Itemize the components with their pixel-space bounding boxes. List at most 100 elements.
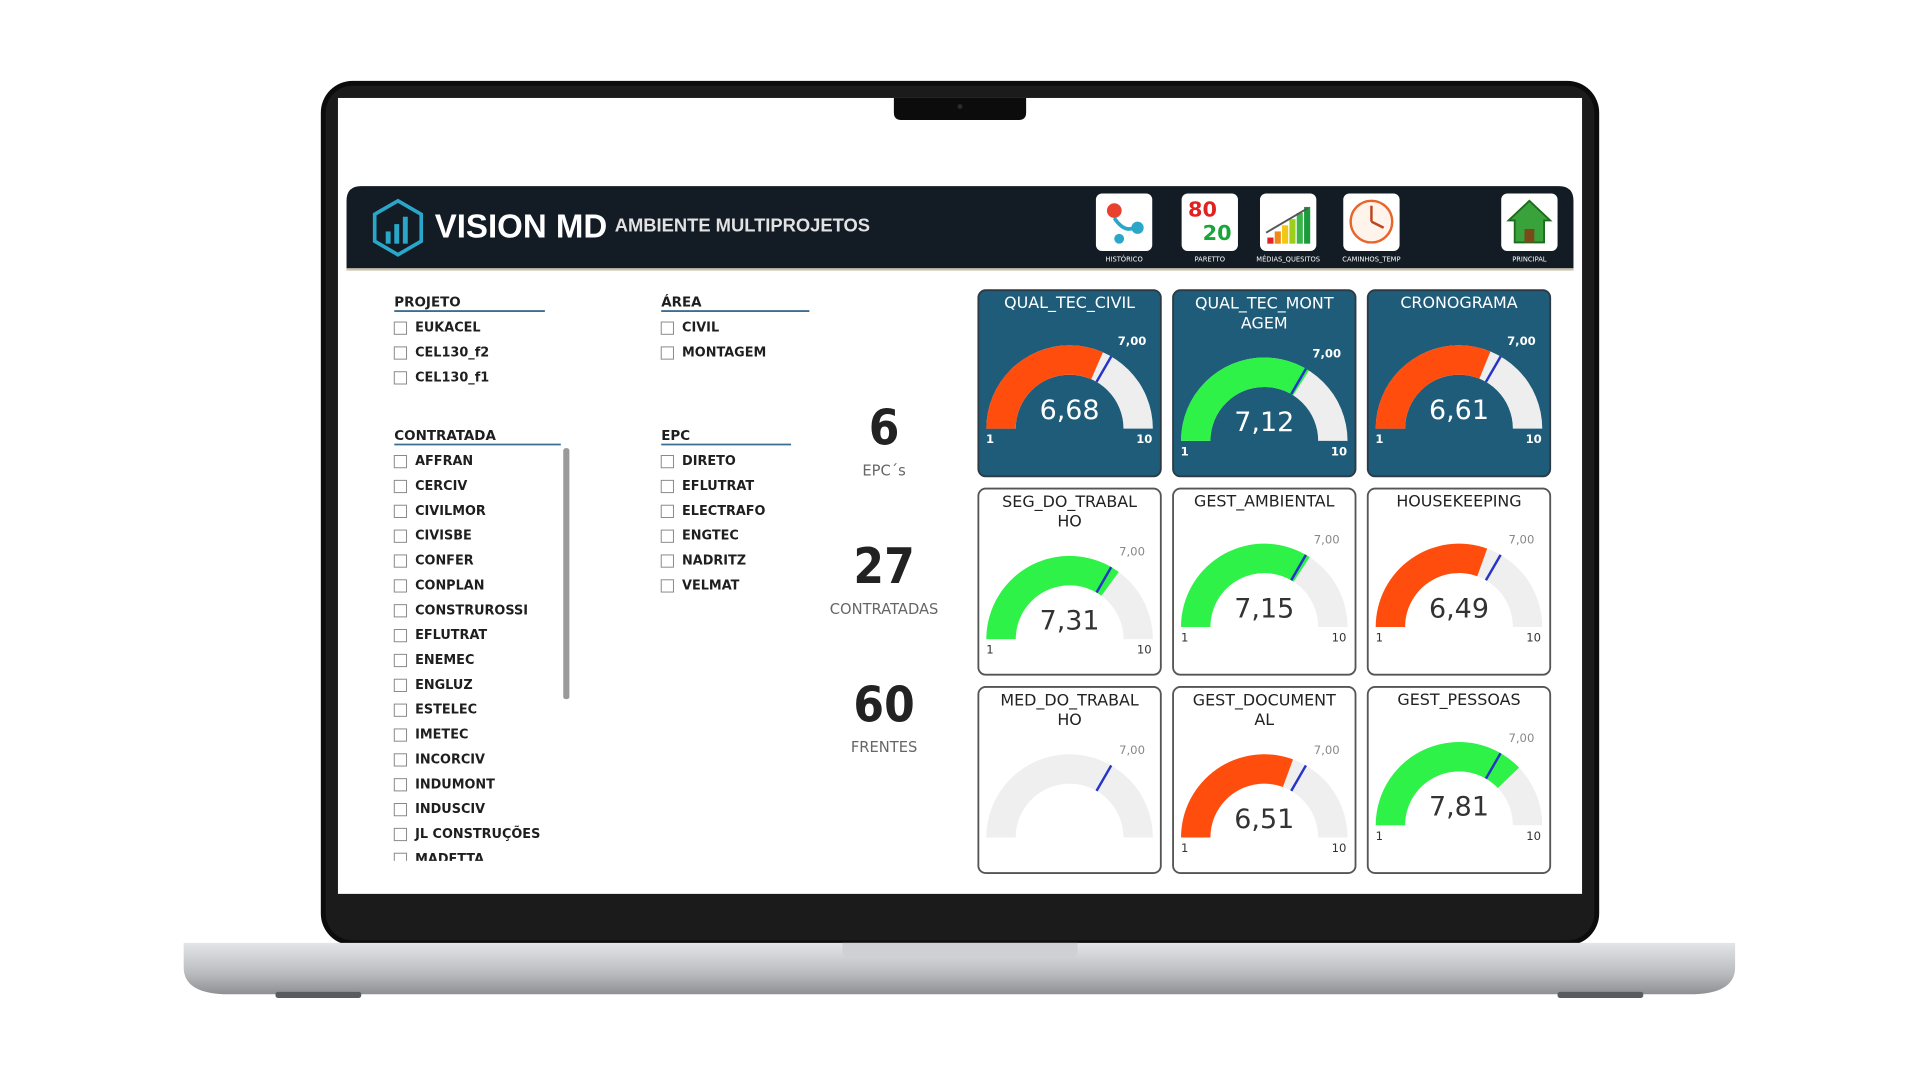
filter-option-label: AFFRAN [415, 454, 473, 469]
filter-option[interactable]: CEL130_f2 [393, 346, 489, 361]
filter-option[interactable]: CIVIL [660, 321, 719, 336]
filter-option[interactable]: CONPLAN [393, 578, 484, 593]
filter-option[interactable]: ENEMEC [393, 653, 474, 668]
filter-option[interactable]: CIVILMOR [393, 504, 486, 519]
filter-option-label: CONSTRUROSSI [415, 603, 528, 618]
filter-option[interactable]: EFLUTRAT [660, 479, 754, 494]
gauge-card: GEST_PESSOAS 7,81 1 10 7,00 [1366, 686, 1552, 874]
filter-option-label: CIVISBE [415, 529, 472, 544]
icon-shape [1267, 237, 1274, 244]
checkbox [393, 479, 408, 494]
nav-button[interactable] [1343, 193, 1400, 252]
checkbox [393, 346, 408, 360]
gauge-card: HOUSEKEEPING 6,49 1 10 7,00 [1366, 487, 1552, 676]
filter-option-label: ESTELEC [415, 703, 477, 718]
gauge-min: 1 [986, 643, 993, 657]
filter-option[interactable]: ESTELEC [393, 703, 477, 718]
nav-icon-bg [1095, 193, 1153, 252]
filter-option[interactable]: CERCIV [393, 479, 467, 494]
filter-option[interactable]: AFFRAN [393, 454, 473, 469]
gauge-fill [986, 555, 1119, 640]
filter-option[interactable]: DIRETO [660, 454, 736, 469]
filter-option-label: CEL130_f2 [415, 346, 489, 361]
filter-option[interactable]: NADRITZ [660, 554, 746, 569]
kpi-value: 60 [853, 676, 914, 733]
gauge-title: QUAL_TEC_CIVIL [1004, 293, 1135, 313]
filter-option[interactable]: CIVISBE [393, 529, 472, 544]
filter-option[interactable]: MADETTA [393, 852, 484, 867]
checkbox [393, 803, 408, 817]
filter-option-label: IMETEC [415, 728, 468, 743]
gauge-fill [1375, 345, 1491, 429]
nav-button[interactable] [1501, 193, 1558, 252]
gauge-target [1095, 566, 1113, 594]
filter-option-label: NADRITZ [682, 554, 746, 569]
filter-option[interactable]: INCORCIV [393, 752, 485, 767]
gauge-target-label: 7,00 [1314, 532, 1340, 546]
gauge-card-bg [977, 289, 1162, 478]
filter-option[interactable]: CEL130_f1 [393, 370, 489, 385]
gauge-fill [1375, 543, 1488, 627]
nav-label: CAMINHOS_TEMP [1342, 256, 1400, 264]
nav-button[interactable] [1095, 193, 1153, 252]
checkbox [393, 753, 408, 767]
filter-option[interactable]: IMETEC [393, 728, 468, 743]
filter-option[interactable]: EUKACEL [393, 321, 481, 336]
filter-option[interactable]: ELECTRAFO [660, 504, 766, 519]
gauge-card: CRONOGRAMA 6,61 1 10 7,00 [1366, 289, 1552, 478]
filter-option[interactable]: ENGTEC [660, 529, 739, 544]
filter-option[interactable]: MONTAGEM [660, 346, 766, 361]
checkbox [393, 629, 408, 643]
filter-option[interactable]: JL CONSTRUÇÕES [393, 826, 540, 842]
gauge-fill [1375, 742, 1520, 826]
gauge-max: 10 [1332, 630, 1347, 644]
filter-option-label: DIRETO [682, 454, 736, 469]
icon-shape [1282, 225, 1289, 244]
filter-option[interactable]: INDUMONT [393, 777, 495, 792]
gauge-title: QUAL_TEC_MONT AGEM [1195, 293, 1334, 332]
filter-option[interactable]: ENGLUZ [393, 678, 473, 693]
kpi-label: EPC´s [862, 462, 905, 479]
filter-title: EPC [661, 429, 690, 444]
filter-option[interactable]: CONFER [393, 554, 474, 569]
nav-button[interactable] [1260, 193, 1317, 252]
icon-shape [1304, 206, 1311, 244]
checkbox [393, 321, 408, 335]
gauge-title: CRONOGRAMA [1400, 293, 1517, 312]
filter-option-label: CIVIL [682, 321, 719, 336]
gauge-target [1095, 355, 1113, 383]
scrollbar[interactable] [563, 448, 570, 700]
filter-option-label: VELMAT [682, 578, 740, 593]
camera [957, 104, 963, 109]
gauge-target [1484, 355, 1502, 383]
filter-option-label: ENEMEC [415, 653, 474, 668]
gauge-value: 6,49 [1429, 593, 1489, 624]
checkbox [393, 852, 408, 861]
icon-text: 20 [1203, 221, 1232, 245]
filter-option[interactable]: VELMAT [660, 578, 740, 593]
filter-option-label: EFLUTRAT [415, 628, 487, 643]
icon-shape [1296, 213, 1303, 244]
checkbox [393, 728, 408, 742]
foot [275, 991, 362, 998]
filter-option-label: ENGTEC [682, 529, 739, 544]
checkbox [660, 504, 674, 518]
gauge-max: 10 [1526, 829, 1541, 843]
gauge-value: 7,15 [1234, 593, 1294, 624]
checkbox [660, 479, 674, 494]
kpi-value: 6 [869, 400, 900, 457]
gauge-title: GEST_DOCUMENT AL [1193, 690, 1336, 729]
gauge-max: 10 [1136, 432, 1152, 446]
filter-option[interactable]: EFLUTRAT [393, 628, 487, 643]
filter-option[interactable]: INDUSCIV [393, 802, 485, 817]
filter-option[interactable]: CONSTRUROSSI [393, 603, 528, 618]
base-notch [842, 942, 1078, 958]
gauge-value: 6,68 [1040, 395, 1100, 426]
filter-title: ÁREA [661, 292, 702, 310]
filter-option-label: INDUSCIV [415, 802, 485, 817]
logo-bar [402, 216, 408, 244]
gauge-track [986, 754, 1153, 838]
logo [372, 198, 424, 257]
